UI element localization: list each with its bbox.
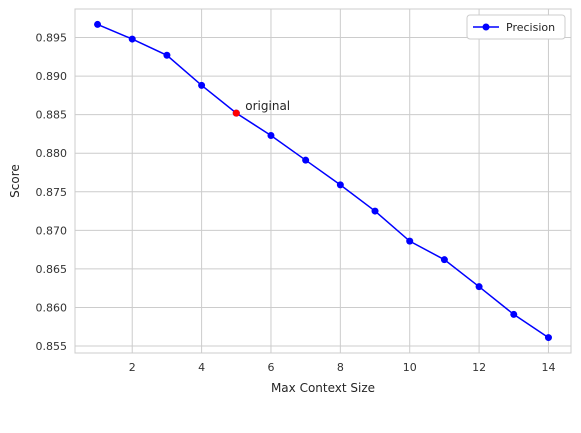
x-tick-label: 6 — [267, 361, 274, 374]
y-tick-label: 0.885 — [36, 109, 68, 122]
data-point — [371, 207, 379, 215]
annotation-point — [232, 109, 240, 117]
data-point — [267, 131, 275, 139]
data-point — [198, 81, 206, 89]
y-tick-label: 0.880 — [36, 147, 68, 160]
data-point — [163, 51, 171, 59]
y-tick-label: 0.895 — [36, 32, 68, 45]
x-axis-ticks: 2 4 6 8 10 12 14 — [129, 361, 556, 374]
y-tick-label: 0.855 — [36, 340, 68, 353]
y-tick-label: 0.860 — [36, 301, 68, 314]
annotation-label: original — [245, 99, 290, 113]
data-point — [510, 310, 518, 318]
data-point — [336, 181, 344, 189]
x-tick-label: 10 — [403, 361, 417, 374]
x-tick-label: 14 — [541, 361, 555, 374]
legend-box — [466, 14, 566, 40]
legend-marker — [482, 23, 490, 31]
data-point — [128, 35, 136, 43]
x-axis-label: Max Context Size — [271, 381, 375, 395]
x-tick-label: 8 — [337, 361, 344, 374]
x-tick-label: 4 — [198, 361, 205, 374]
x-tick-label: 12 — [472, 361, 486, 374]
legend-label: Precision — [506, 21, 555, 34]
legend: Precision — [466, 14, 566, 40]
y-tick-label: 0.875 — [36, 186, 68, 199]
data-point — [406, 237, 414, 245]
y-axis-label: Score — [8, 164, 22, 198]
y-tick-label: 0.870 — [36, 224, 68, 237]
data-point — [94, 20, 102, 28]
y-axis-ticks: 0.855 0.860 0.865 0.870 0.875 0.880 0.885 0.890… — [36, 32, 68, 354]
x-tick-label: 2 — [129, 361, 136, 374]
y-tick-label: 0.890 — [36, 70, 68, 83]
series-line — [97, 23, 549, 339]
grid — [75, 9, 571, 353]
y-tick-label: 0.865 — [36, 263, 68, 276]
data-point — [302, 156, 310, 164]
data-point — [440, 256, 448, 264]
plot-frame — [74, 8, 572, 354]
data-point — [544, 334, 552, 342]
data-point — [475, 283, 483, 291]
annotations: original — [232, 99, 290, 117]
series-group — [94, 20, 552, 342]
